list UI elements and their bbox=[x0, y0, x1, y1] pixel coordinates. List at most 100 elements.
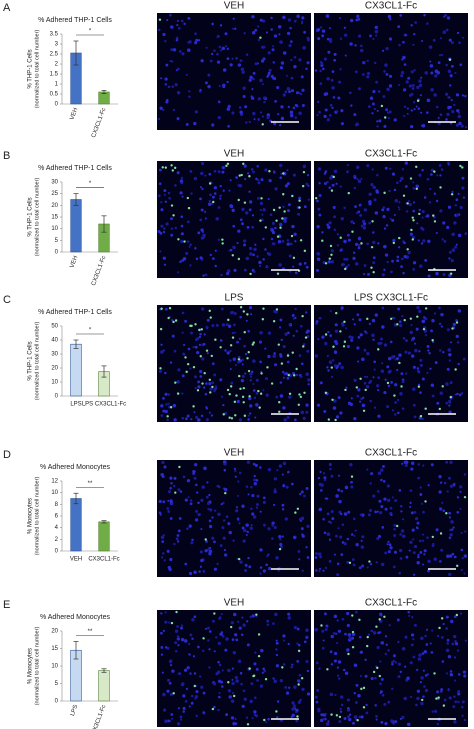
nucleus bbox=[336, 619, 339, 622]
nucleus bbox=[240, 682, 243, 686]
labeled-cell bbox=[278, 547, 282, 551]
nucleus bbox=[286, 31, 291, 36]
nucleus bbox=[333, 399, 337, 403]
nucleus bbox=[306, 349, 310, 353]
nucleus bbox=[318, 110, 322, 114]
nucleus bbox=[376, 536, 380, 541]
micrograph-bg bbox=[157, 161, 311, 278]
nucleus bbox=[340, 365, 344, 370]
nucleus bbox=[198, 570, 201, 573]
nucleus bbox=[255, 478, 259, 482]
nucleus bbox=[216, 562, 219, 566]
nucleus bbox=[337, 629, 342, 633]
nucleus bbox=[418, 79, 422, 83]
nucleus bbox=[176, 635, 180, 639]
nucleus bbox=[259, 201, 264, 206]
nucleus bbox=[378, 119, 382, 123]
nucleus bbox=[166, 507, 170, 510]
nucleus bbox=[358, 318, 362, 322]
nucleus bbox=[424, 634, 427, 638]
labeled-cell bbox=[229, 344, 233, 347]
y-tick-label: 10 bbox=[51, 664, 58, 670]
nucleus bbox=[372, 256, 376, 260]
nucleus bbox=[220, 395, 223, 398]
nucleus bbox=[340, 553, 344, 557]
nucleus bbox=[241, 379, 244, 382]
nucleus bbox=[422, 239, 426, 243]
labeled-cell bbox=[228, 392, 231, 396]
nucleus bbox=[231, 691, 235, 695]
nucleus bbox=[316, 688, 320, 692]
labeled-cell bbox=[440, 617, 444, 620]
nucleus bbox=[208, 519, 212, 523]
nucleus bbox=[336, 674, 340, 677]
nucleus bbox=[413, 623, 417, 627]
labeled-cell bbox=[449, 272, 453, 275]
nucleus bbox=[412, 267, 416, 271]
nucleus bbox=[226, 47, 230, 50]
nucleus bbox=[321, 231, 324, 234]
nucleus bbox=[250, 486, 253, 489]
nucleus bbox=[381, 273, 385, 277]
nucleus bbox=[390, 380, 394, 384]
nucleus bbox=[446, 16, 451, 20]
nucleus bbox=[383, 390, 387, 395]
nucleus bbox=[384, 635, 388, 638]
nucleus bbox=[279, 176, 283, 180]
nucleus bbox=[218, 617, 221, 621]
nucleus bbox=[459, 490, 462, 493]
nucleus bbox=[424, 71, 429, 75]
nucleus bbox=[183, 22, 186, 26]
nucleus bbox=[217, 512, 221, 517]
nucleus bbox=[419, 94, 422, 97]
labeled-cell bbox=[174, 381, 177, 384]
nucleus bbox=[204, 174, 207, 177]
nucleus bbox=[405, 80, 409, 84]
nucleus bbox=[262, 389, 265, 392]
nucleus bbox=[411, 87, 415, 91]
nucleus bbox=[292, 535, 297, 540]
nucleus bbox=[442, 272, 446, 276]
nucleus bbox=[251, 512, 255, 516]
nucleus bbox=[305, 67, 308, 71]
nucleus bbox=[317, 167, 322, 171]
image-label: VEH bbox=[224, 448, 245, 459]
labeled-cell bbox=[246, 357, 249, 360]
nucleus bbox=[248, 412, 252, 415]
nucleus bbox=[429, 642, 432, 645]
nucleus bbox=[211, 22, 214, 26]
nucleus bbox=[381, 526, 385, 529]
labeled-cell bbox=[300, 677, 304, 680]
nucleus bbox=[418, 350, 421, 353]
nucleus bbox=[232, 612, 237, 617]
micrograph bbox=[314, 13, 468, 130]
nucleus bbox=[201, 357, 205, 361]
nucleus bbox=[248, 306, 253, 310]
nucleus bbox=[401, 58, 404, 61]
nucleus bbox=[181, 416, 185, 420]
nucleus bbox=[448, 511, 452, 515]
nucleus bbox=[199, 332, 202, 336]
labeled-cell bbox=[370, 266, 373, 269]
nucleus bbox=[226, 269, 231, 273]
nucleus bbox=[400, 176, 404, 181]
nucleus bbox=[367, 513, 371, 517]
labeled-cell bbox=[330, 189, 334, 192]
nucleus bbox=[436, 174, 439, 177]
nucleus bbox=[285, 74, 288, 77]
nucleus bbox=[205, 540, 208, 543]
nucleus bbox=[445, 460, 449, 464]
nucleus bbox=[227, 104, 231, 108]
labeled-cell bbox=[351, 614, 354, 617]
nucleus bbox=[379, 337, 383, 341]
nucleus bbox=[194, 518, 199, 522]
nucleus bbox=[438, 61, 441, 64]
nucleus bbox=[384, 166, 388, 170]
nucleus bbox=[408, 202, 412, 207]
nucleus bbox=[346, 698, 350, 702]
nucleus bbox=[417, 657, 422, 661]
nucleus bbox=[393, 413, 397, 416]
nucleus bbox=[193, 121, 197, 126]
nucleus bbox=[224, 32, 228, 36]
nucleus bbox=[323, 114, 327, 119]
